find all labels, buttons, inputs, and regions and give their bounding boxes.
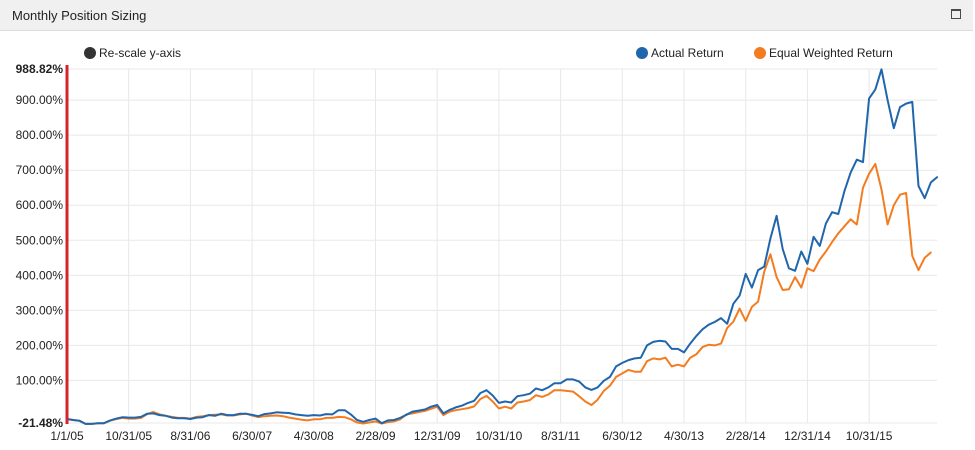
x-tick-label: 1/1/05 xyxy=(50,429,84,443)
series-line-actual-return xyxy=(66,68,938,425)
y-tick-label: 200.00% xyxy=(16,338,64,352)
legend-item-actual-return[interactable]: Actual Return xyxy=(636,46,724,60)
x-tick-label: 6/30/07 xyxy=(232,429,272,443)
panel-title: Monthly Position Sizing xyxy=(12,8,147,23)
rescale-y-axis-toggle[interactable]: Re-scale y-axis xyxy=(84,46,181,60)
x-tick-label: 2/28/14 xyxy=(726,429,766,443)
rescale-y-axis-label: Re-scale y-axis xyxy=(99,46,182,60)
y-tick-label: 300.00% xyxy=(16,303,64,317)
panel-header: Monthly Position Sizing xyxy=(0,0,973,31)
series-marker-equal-icon xyxy=(754,47,766,59)
x-tick-label: 4/30/08 xyxy=(294,429,334,443)
x-tick-label: 10/31/10 xyxy=(476,429,523,443)
y-tick-label: 400.00% xyxy=(16,268,64,282)
x-tick-label: 4/30/13 xyxy=(664,429,704,443)
y-tick-label: 500.00% xyxy=(16,233,64,247)
y-tick-label: 900.00% xyxy=(16,93,64,107)
x-tick-label: 10/31/05 xyxy=(105,429,152,443)
circle-dot-icon xyxy=(84,47,96,59)
window-maximize-icon[interactable] xyxy=(951,9,961,19)
x-tick-label: 8/31/11 xyxy=(541,429,580,443)
y-tick-label: 800.00% xyxy=(16,128,64,142)
x-tick-label: 6/30/12 xyxy=(602,429,642,443)
y-tick-label: 600.00% xyxy=(16,198,64,212)
legend-item-equal-weighted-return[interactable]: Equal Weighted Return xyxy=(754,46,893,60)
x-tick-label: 12/31/09 xyxy=(414,429,461,443)
legend-label-equal-weighted-return: Equal Weighted Return xyxy=(769,46,893,60)
x-tick-label: 8/31/06 xyxy=(170,429,210,443)
x-tick-label: 12/31/14 xyxy=(784,429,831,443)
y-tick-label: 700.00% xyxy=(16,163,64,177)
y-tick-label: 988.82% xyxy=(16,62,64,76)
x-tick-label: 10/31/15 xyxy=(846,429,893,443)
y-tick-label: 100.00% xyxy=(16,373,64,387)
tick-label-layer: -21.48% 100.00% 200.00% 300.00% 400.00% 500.0… xyxy=(16,62,893,443)
x-tick-label: 2/28/09 xyxy=(355,429,395,443)
series-marker-actual-icon xyxy=(636,47,648,59)
grid-layer xyxy=(66,68,937,424)
y-tick-label: -21.48% xyxy=(18,416,63,430)
series-layer xyxy=(66,68,938,425)
legend-label-actual-return: Actual Return xyxy=(651,46,724,60)
